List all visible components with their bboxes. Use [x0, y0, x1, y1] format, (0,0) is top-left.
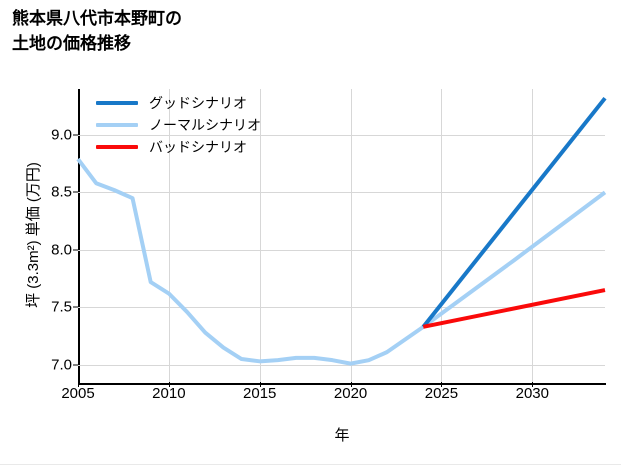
gridline-vertical [532, 89, 534, 382]
x-tick-mark [168, 382, 170, 387]
y-axis-line [78, 89, 80, 385]
x-tick-label: 2020 [333, 385, 368, 402]
series-line-good [421, 96, 607, 329]
gridline-horizontal [78, 364, 605, 366]
x-tick-mark [532, 382, 534, 387]
x-tick-mark [350, 382, 352, 387]
x-tick-label: 2025 [424, 385, 459, 402]
gridline-horizontal [78, 249, 605, 251]
gridline-vertical [350, 89, 352, 382]
gridline-vertical [259, 89, 261, 382]
series-line-bad [422, 288, 606, 329]
legend-swatch-bad [96, 145, 138, 149]
gridline-horizontal [78, 192, 605, 194]
legend-label-bad: バッドシナリオ [149, 139, 247, 155]
gridline-vertical [441, 89, 443, 382]
x-tick-label: 2030 [515, 385, 549, 402]
x-axis-label: 年 [334, 427, 350, 444]
y-axis-label: 坪 (3.3m²) 単価 (万円) [25, 162, 42, 308]
chart-title: 熊本県八代市本野町の 土地の価格推移 [12, 9, 182, 53]
y-tick-label: 8.5 [51, 183, 72, 201]
series-line-normal [76, 157, 607, 366]
gridline-horizontal [78, 307, 605, 309]
legend-swatch-good [96, 101, 138, 105]
gridline-vertical [168, 89, 170, 382]
y-tick-mark [73, 191, 78, 193]
y-tick-label: 7.0 [51, 356, 72, 374]
y-tick-mark [73, 306, 78, 308]
legend-item-normal[interactable]: ノーマルシナリオ [96, 114, 306, 136]
x-axis-line [78, 383, 606, 385]
y-axis-label-wrap: 坪 (3.3m²) 単価 (万円) [22, 90, 46, 380]
chart-legend: グッドシナリオ ノーマルシナリオ バッドシナリオ [96, 92, 306, 160]
y-tick-label: 8.0 [51, 241, 72, 259]
x-tick-mark [441, 382, 443, 387]
y-tick-label: 7.5 [51, 298, 72, 316]
x-tick-label: 2005 [61, 385, 95, 402]
series-lines [76, 96, 607, 366]
y-tick-label: 9.0 [51, 126, 72, 144]
legend-item-good[interactable]: グッドシナリオ [96, 92, 306, 114]
x-tick-mark [259, 382, 261, 387]
y-tick-mark [73, 364, 78, 366]
gridline-horizontal [78, 134, 605, 136]
legend-label-good: グッドシナリオ [149, 95, 247, 111]
legend-swatch-normal [96, 123, 138, 127]
x-tick-mark [78, 382, 79, 387]
legend-label-normal: ノーマルシナリオ [149, 117, 261, 133]
x-tick-label: 2015 [243, 385, 277, 402]
y-tick-mark [73, 249, 78, 251]
y-tick-mark [73, 134, 78, 136]
legend-item-bad[interactable]: バッドシナリオ [96, 136, 306, 158]
x-tick-label: 2010 [152, 385, 186, 402]
plot-area: 7.0 7.5 8.0 8.5 9.0 2005 2010 2015 2020 2025 2030 [51, 89, 607, 402]
